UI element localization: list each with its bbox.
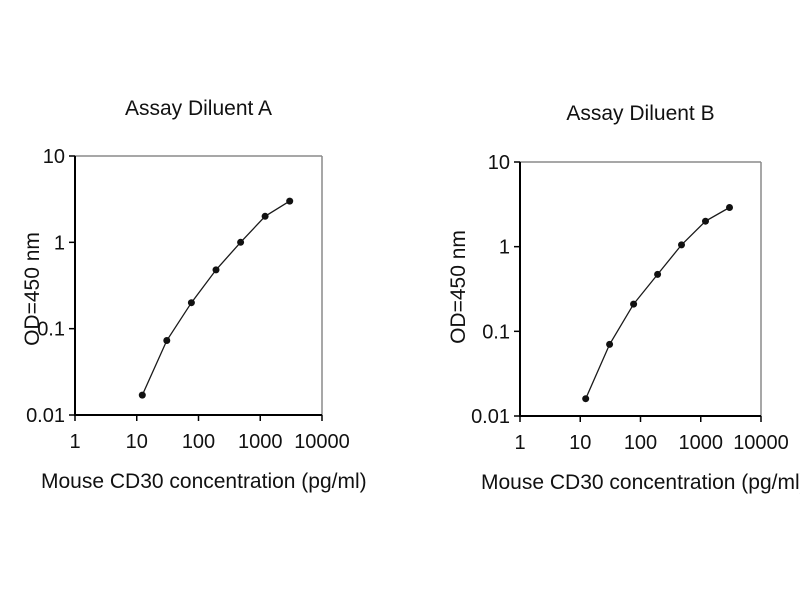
standard-curve-line (585, 206, 730, 399)
x-tick-label: 1000 (238, 431, 283, 453)
x-tick-label: 10 (569, 432, 591, 454)
data-point (678, 241, 685, 249)
x-tick-label: 1 (514, 432, 525, 454)
data-point (606, 340, 614, 348)
y-tick-label: 1 (54, 232, 65, 254)
x-tick-label: 1 (69, 431, 80, 453)
data-point (237, 238, 245, 246)
data-point (630, 300, 638, 308)
x-tick-label: 1000 (679, 432, 724, 454)
y-tick-label: 0.1 (37, 319, 65, 341)
y-tick-label: 10 (43, 146, 65, 168)
x-tick-label: 100 (624, 432, 657, 454)
chart-b-title: Assay Diluent B (566, 102, 715, 125)
standard-curve-line (141, 200, 291, 396)
data-point (286, 197, 294, 205)
data-point (582, 395, 590, 403)
chart-b-y-axis-title: OD=450 nm (447, 230, 470, 344)
y-tick-label: 0.01 (26, 405, 65, 427)
y-tick-label: 1 (499, 237, 510, 259)
x-tick-label: 10000 (294, 431, 350, 453)
data-point (212, 266, 220, 274)
data-point (163, 337, 171, 344)
plot-a: 1 10 100 1000 10000 0.01 0.1 1 10 (26, 146, 350, 453)
y-tick-label: 0.01 (471, 406, 510, 428)
chart-b-x-axis-title: Mouse CD30 concentration (pg/ml) (481, 471, 800, 494)
data-point (702, 217, 709, 225)
x-tick-label: 10000 (733, 432, 789, 454)
data-point (654, 270, 662, 278)
chart-a-x-axis-title: Mouse CD30 concentration (pg/ml) (41, 470, 367, 493)
x-tick-label: 10 (126, 431, 148, 453)
plot-b: 1 10 100 1000 10000 0.01 0.1 1 10 (471, 152, 789, 454)
y-tick-label: 0.1 (482, 321, 510, 343)
data-point (261, 212, 269, 220)
x-tick-label: 100 (182, 431, 215, 453)
chart-a-y-axis-title: OD=450 nm (21, 232, 44, 346)
y-tick-label: 10 (488, 152, 510, 174)
data-point (187, 299, 195, 307)
data-point (726, 204, 733, 211)
chart-a-title: Assay Diluent A (124, 97, 273, 120)
data-point (138, 391, 146, 399)
